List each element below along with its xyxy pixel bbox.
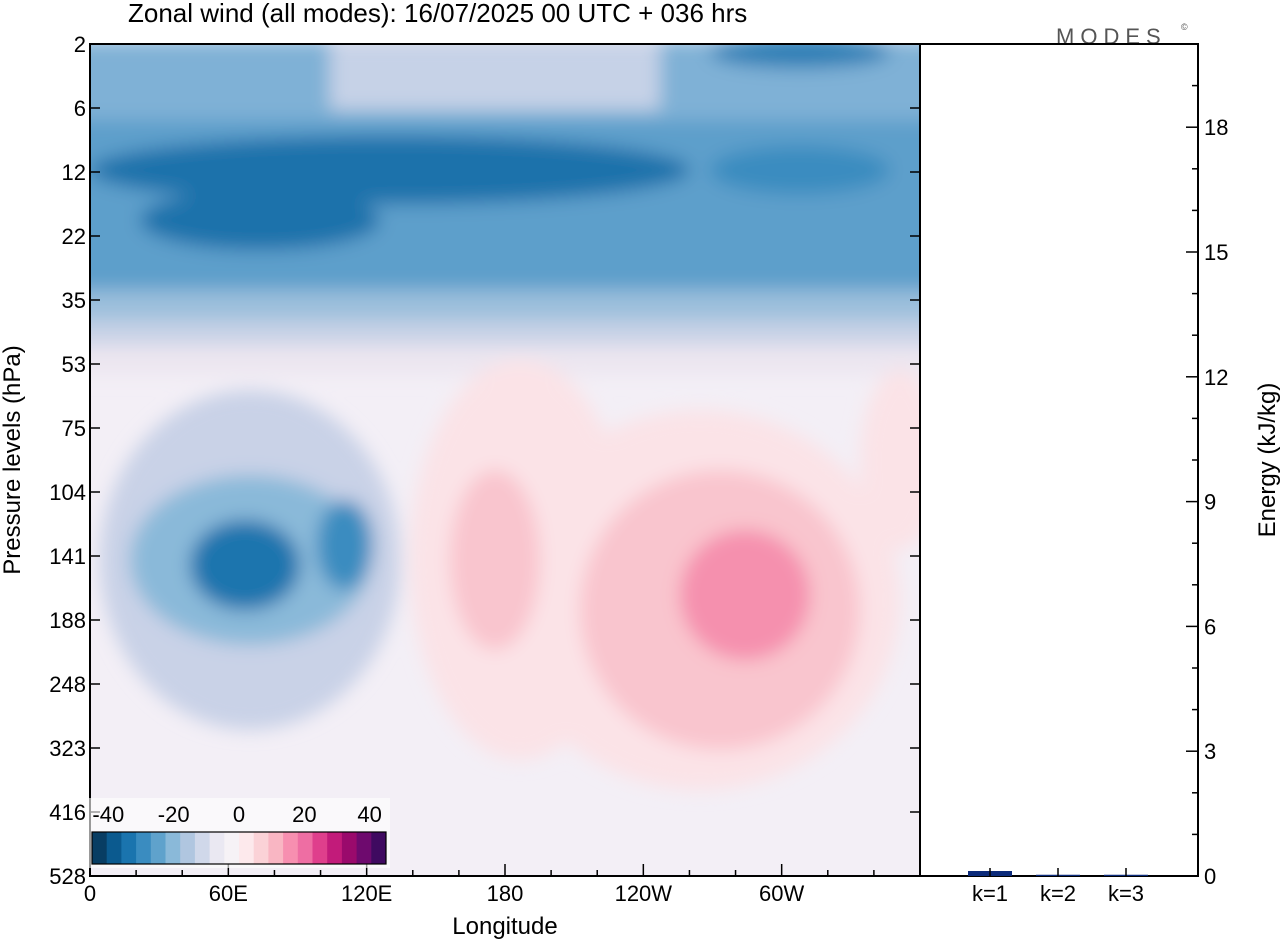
colorbar-swatch	[371, 832, 387, 864]
bar-category-label: k=1	[972, 881, 1008, 906]
colorbar-outline	[91, 831, 387, 865]
chart-title: Zonal wind (all modes): 16/07/2025 00 UT…	[128, 0, 747, 28]
colorbar-swatch	[194, 832, 211, 864]
energy-tick-label: 15	[1204, 240, 1228, 265]
x-axis-label: Longitude	[452, 913, 557, 940]
y-tick-label: 22	[62, 224, 86, 249]
energy-bars: k=1 k=2 k=3	[968, 868, 1148, 906]
trop-pos-mid-a	[450, 470, 540, 650]
y-tick-label: 141	[49, 544, 86, 569]
y-tick-label: 528	[49, 864, 86, 889]
colorbar-label: 0	[233, 802, 245, 827]
y-tick-label: 2	[74, 32, 86, 57]
bar-category-label: k=3	[1108, 881, 1144, 906]
bar-category-label: k=2	[1040, 881, 1076, 906]
colorbar: -40 -20 0 20 40	[88, 798, 390, 868]
energy-axis-label: Energy (kJ/kg)	[1254, 383, 1280, 538]
jet-core-strong	[90, 136, 690, 204]
colorbar-label: -20	[158, 802, 190, 827]
x-tick-label: 120E	[341, 881, 392, 906]
y-tick-label: 12	[62, 160, 86, 185]
colorbar-label: -40	[92, 802, 124, 827]
colorbar-swatch	[136, 832, 152, 864]
y-tick-label: 188	[49, 608, 86, 633]
colorbar-swatch	[180, 832, 196, 864]
energy-tick-label: 9	[1204, 490, 1216, 515]
colorbar-swatch	[150, 832, 166, 864]
colorbar-swatch	[341, 832, 358, 864]
energy-axis-ticks: 0 3 6 9 12 15 18	[1186, 43, 1228, 889]
y-tick-label: 248	[49, 672, 86, 697]
y-tick-label: 35	[62, 288, 86, 313]
colorbar-swatch	[209, 832, 225, 864]
energy-tick-label: 6	[1204, 614, 1216, 639]
low-pos-tongue	[860, 370, 920, 550]
y-axis-ticks: 2 6 12 22 35 53 75 104 141 188 248 323 416 528	[49, 32, 920, 889]
colorbar-swatch	[239, 832, 255, 864]
energy-tick-label: 3	[1204, 739, 1216, 764]
colorbar-swatch	[268, 832, 284, 864]
jet-core-east	[710, 146, 890, 194]
trop-neg-core-b	[317, 500, 373, 590]
trop-pos-core	[680, 530, 810, 660]
colorbar-swatch	[327, 832, 343, 864]
jet-top-dark	[710, 44, 890, 68]
x-tick-label: 120W	[615, 881, 673, 906]
colorbar-swatch	[312, 832, 328, 864]
energy-tick-label: 12	[1204, 365, 1228, 390]
y-tick-label: 6	[74, 96, 86, 121]
y-tick-label: 104	[49, 480, 86, 505]
jet-core-west	[140, 190, 380, 250]
energy-plot-frame	[919, 43, 1199, 877]
colorbar-swatch	[356, 832, 372, 864]
y-tick-label: 323	[49, 736, 86, 761]
x-tick-label: 60W	[759, 881, 804, 906]
colorbar-swatch	[121, 832, 137, 864]
colorbar-swatch	[165, 832, 181, 864]
y-tick-label: 75	[62, 416, 86, 441]
colorbar-label: 40	[357, 802, 381, 827]
energy-tick-label: 18	[1204, 115, 1228, 140]
zonal-wind-contour-field	[90, 44, 920, 876]
trop-neg-core-a	[190, 520, 300, 610]
x-tick-label: 0	[84, 881, 96, 906]
x-tick-label: 60E	[209, 881, 248, 906]
energy-tick-label: 0	[1204, 864, 1216, 889]
y-tick-label: 53	[62, 352, 86, 377]
logo-mark: ©	[1181, 22, 1188, 32]
colorbar-swatch	[297, 832, 313, 864]
x-axis-ticks: 0 60E 120E 180 120W 60W	[84, 864, 875, 906]
band-top-light	[330, 44, 660, 110]
colorbar-swatch	[106, 832, 122, 864]
y-axis-label: Pressure levels (hPa)	[0, 345, 26, 574]
colorbar-swatch	[224, 832, 240, 864]
y-tick-label: 416	[49, 800, 86, 825]
colorbar-swatch	[253, 832, 269, 864]
colorbar-swatch	[283, 832, 299, 864]
colorbar-swatch	[92, 832, 108, 864]
colorbar-label: 20	[292, 802, 316, 827]
x-tick-label: 180	[487, 881, 524, 906]
